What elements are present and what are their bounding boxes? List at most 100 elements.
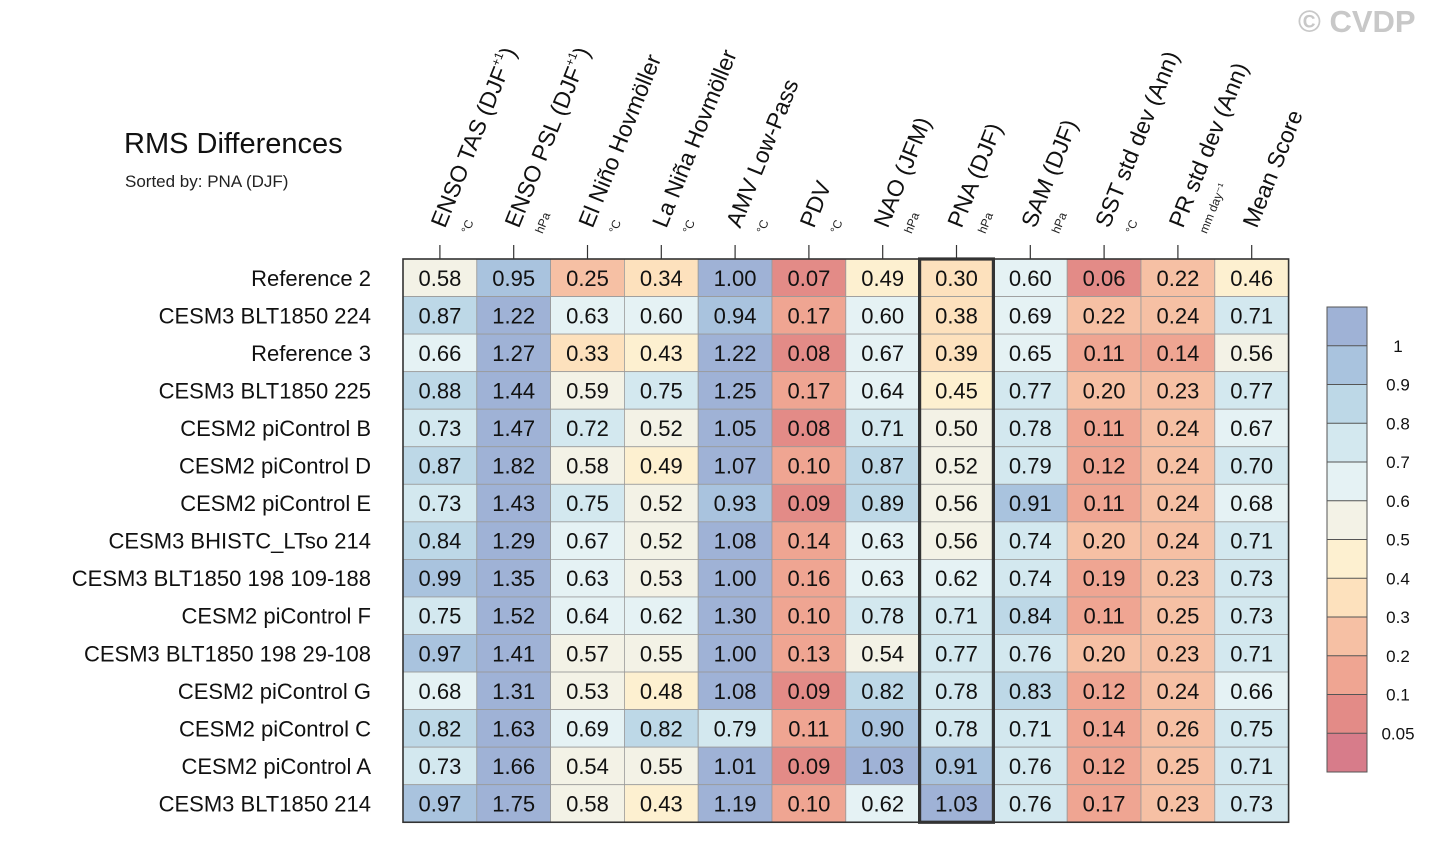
heatmap-cell [1140,521,1216,560]
heatmap-cell [624,596,699,635]
cell-value: 0.52 [640,491,683,516]
cell-value: 0.68 [418,679,461,704]
cell-value: 0.77 [1230,378,1273,403]
chart-subtitle: Sorted by: PNA (DJF) [125,172,289,191]
cell-value: 0.64 [566,604,609,629]
cell-value: 0.97 [418,791,461,816]
column-label-superscript: +1 [562,50,580,68]
heatmap-cell [919,521,994,560]
cell-value: 0.99 [418,566,461,591]
heatmap-cell [697,296,773,335]
heatmap-cell [845,446,920,485]
colorbar-label: 0.7 [1386,453,1410,472]
cell-value: 0.72 [566,416,609,441]
cell-value: 0.83 [1009,679,1052,704]
cell-value: 0.10 [787,791,830,816]
heatmap-cell [1140,784,1216,823]
heatmap-cell [624,446,699,485]
cell-value: 0.76 [1009,754,1052,779]
column-label-text: ENSO TAS (DJF [425,63,513,231]
row-label: CESM3 BHISTC_LTso 214 [109,529,371,554]
cell-value: 0.78 [1009,416,1052,441]
row-label: Reference 3 [251,341,371,366]
heatmap-cell [402,333,478,373]
colorbar-label: 0.3 [1386,608,1410,627]
cell-value: 0.63 [861,566,904,591]
heatmap-cell [697,521,773,560]
cell-value: 0.08 [787,416,830,441]
cell-value: 0.64 [861,378,904,403]
column-label-text: SAM (DJF) [1016,116,1083,231]
cell-value: 0.12 [1083,754,1126,779]
cell-value: 0.11 [788,716,829,741]
cell-value: 0.59 [566,378,609,403]
colorbar-segment [1327,384,1367,424]
heatmap-cell [1066,746,1142,786]
cell-value: 0.79 [1009,454,1052,479]
heatmap-cell-labels: 0.58 0.95 0.25 0.34 1.00 0.07 0.49 0.30 0.60 0.06… [418,266,1273,817]
cell-value: 0.77 [935,641,978,666]
cell-value: 0.73 [1230,604,1273,629]
cell-value: 0.58 [566,454,609,479]
heatmap-cell [476,483,551,523]
heatmap-cell [1066,333,1142,373]
cell-value: 0.23 [1156,791,1199,816]
heatmap-cell [771,333,847,373]
heatmap-cell [1066,521,1142,560]
cell-value: 0.25 [1156,754,1199,779]
heatmap-cell [771,671,847,710]
heatmap-cell [550,634,625,673]
heatmap-cell [771,709,847,748]
heatmap-cell [1140,408,1216,448]
cell-value: 0.14 [1156,341,1199,366]
heatmap-cell [402,709,478,748]
heatmap-cell [697,784,773,823]
heatmap-cell [402,784,478,823]
heatmap-cell [1140,671,1216,710]
heatmap-cell [624,408,699,448]
cell-value: 0.87 [418,454,461,479]
cell-value: 0.76 [1009,791,1052,816]
cell-value: 0.10 [787,454,830,479]
heatmap-cell [697,483,773,523]
heatmap-cell [1214,483,1290,523]
cell-value: 1.44 [492,378,535,403]
cell-value: 1.00 [714,266,757,291]
heatmap-cell [476,634,551,673]
colorbar-segment [1327,578,1367,617]
heatmap-cell [624,746,699,786]
heatmap-cell [476,371,551,410]
sorted-column-highlight [917,257,995,824]
cell-value: 1.22 [714,341,757,366]
heatmap-cell [845,709,920,748]
cell-value: 0.58 [418,266,461,291]
column-unit: °C [680,217,698,235]
heatmap-cell [1140,596,1216,635]
sorted-column-outline [917,257,995,824]
heatmap-cell [1214,521,1290,560]
cell-value: 0.49 [640,454,683,479]
heatmap-cell [624,559,699,598]
cell-value: 0.84 [1009,604,1052,629]
heatmap-cell [402,296,478,335]
cell-value: 0.43 [640,791,683,816]
heatmap-cell [697,596,773,635]
heatmap-cell [550,559,625,598]
heatmap-cell [624,784,699,823]
heatmap-cell [550,784,625,823]
colorbar-label: 0.9 [1386,376,1410,395]
cell-value: 0.07 [787,266,830,291]
column-header: PDV°C [794,177,845,236]
cell-value: 0.62 [640,604,683,629]
heatmap-cell [697,371,773,410]
cell-value: 1.19 [714,791,757,816]
heatmap-cell [845,371,920,410]
cell-value: 0.38 [935,303,978,328]
cell-value: 1.52 [492,604,535,629]
row-label: CESM3 BLT1850 225 [159,378,371,403]
cell-value: 0.91 [935,754,978,779]
heatmap-cell [1214,746,1290,786]
cell-value: 0.71 [1230,303,1273,328]
cell-value: 0.66 [418,341,461,366]
heatmap-cell [993,483,1068,523]
